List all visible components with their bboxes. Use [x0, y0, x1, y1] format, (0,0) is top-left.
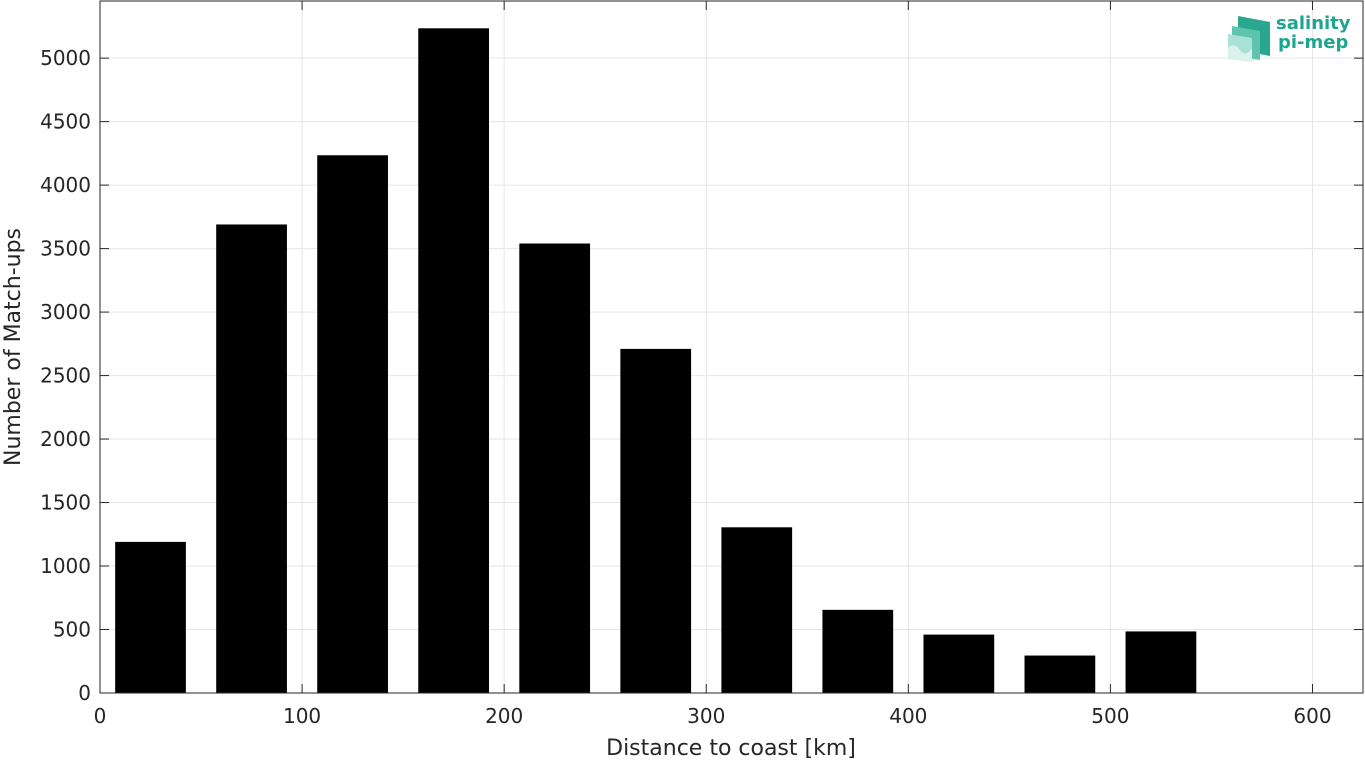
histogram-bar: [216, 224, 287, 693]
logo-text: salinity pi-mep: [1276, 14, 1351, 52]
x-axis-label: Distance to coast [km]: [606, 736, 856, 761]
x-tick-label: 100: [283, 704, 321, 728]
ticks: [99, 1, 1363, 694]
y-tick-label: 500: [53, 618, 91, 642]
y-tick-labels: 0 500 1000 1500 2000 2500 3000 3500 4000 4500 5000: [40, 46, 91, 705]
x-tick-label: 600: [1293, 704, 1331, 728]
y-tick-label: 1500: [40, 491, 91, 515]
histogram-bar: [519, 243, 591, 693]
y-tick-label: 1000: [40, 554, 91, 578]
y-tick-label: 2000: [40, 427, 91, 451]
grid-lines: [99, 1, 1363, 694]
histogram-bar: [923, 634, 995, 693]
histogram-bar: [115, 541, 186, 693]
histogram-bar: [822, 609, 894, 693]
y-tick-label: 2500: [40, 364, 91, 388]
salinity-pi-mep-logo: salinity pi-mep: [1226, 12, 1358, 64]
logo-line-pi-mep: pi-mep: [1278, 32, 1349, 53]
y-tick-label: 5000: [40, 46, 91, 70]
x-tick-label: 200: [485, 704, 523, 728]
histogram-bar: [418, 28, 490, 694]
histogram-bar: [721, 527, 793, 693]
y-tick-label: 4500: [40, 110, 91, 134]
axes-box: [99, 0, 1364, 694]
y-axis-label: Number of Match-ups: [1, 228, 26, 466]
x-tick-label: 500: [1091, 704, 1129, 728]
x-tick-label: 0: [94, 704, 107, 728]
bars: [115, 28, 1197, 694]
y-tick-label: 4000: [40, 173, 91, 197]
y-tick-label: 3000: [40, 300, 91, 324]
x-tick-label: 400: [889, 704, 927, 728]
histogram-bar: [1125, 631, 1197, 693]
y-tick-label: 3500: [40, 237, 91, 261]
x-tick-labels: 0 100 200 300 400 500 600: [94, 704, 1332, 728]
histogram-bar: [1024, 655, 1096, 693]
x-tick-label: 300: [687, 704, 725, 728]
logo-waves-icon: [1228, 16, 1270, 62]
histogram-bar: [620, 348, 692, 693]
y-tick-label: 0: [78, 681, 91, 705]
logo-line-salinity: salinity: [1276, 13, 1351, 34]
histogram-bar: [317, 155, 388, 694]
